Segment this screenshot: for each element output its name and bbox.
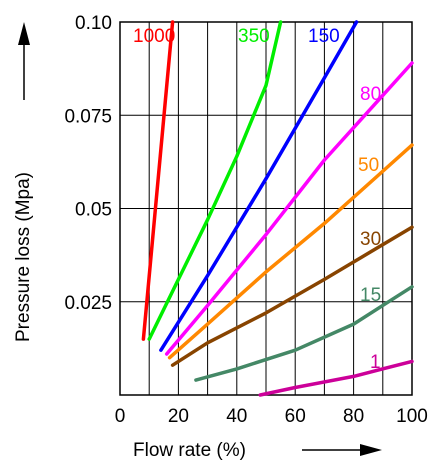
x-tick-label: 80 (343, 406, 364, 427)
series-line-1 (258, 359, 414, 397)
series-labels: 1000 350 150 80 50 30 15 1 (133, 26, 381, 373)
x-tick-label: 20 (168, 406, 189, 427)
series-line-30 (170, 225, 414, 367)
series-line-50 (167, 143, 414, 360)
x-tick-label: 0 (115, 406, 126, 427)
y-tick-label: 0.025 (64, 293, 112, 314)
y-tick-labels: 0.025 0.05 0.075 0.10 (64, 13, 112, 314)
series-line-150 (159, 20, 359, 352)
series-label-50: 50 (358, 155, 379, 176)
series-line-15 (194, 285, 414, 382)
series-label-15: 15 (360, 285, 381, 306)
series-label-150: 150 (308, 26, 340, 47)
x-axis-arrow-head (360, 444, 382, 456)
x-tick-label: 40 (226, 406, 247, 427)
x-tick-labels: 0 20 40 60 80 100 (115, 406, 428, 427)
x-tick-label: 100 (396, 406, 428, 427)
series-line-80 (164, 61, 414, 356)
y-tick-label: 0.10 (75, 13, 112, 34)
x-tick-label: 60 (285, 406, 306, 427)
series-label-30: 30 (360, 229, 381, 250)
series-line-350 (147, 20, 283, 341)
series-label-1: 1 (370, 352, 381, 373)
series-label-80: 80 (360, 84, 381, 105)
y-axis-title: Pressure loss (Mpa) (13, 172, 34, 342)
y-axis-arrow-head (18, 22, 30, 45)
series-label-350: 350 (238, 26, 270, 47)
y-tick-label: 0.05 (75, 200, 112, 221)
series-lines (141, 20, 414, 397)
series-label-1000: 1000 (133, 26, 175, 47)
x-axis-title: Flow rate (%) (133, 440, 246, 461)
y-tick-label: 0.075 (64, 106, 112, 127)
series-line-1000 (141, 20, 175, 341)
